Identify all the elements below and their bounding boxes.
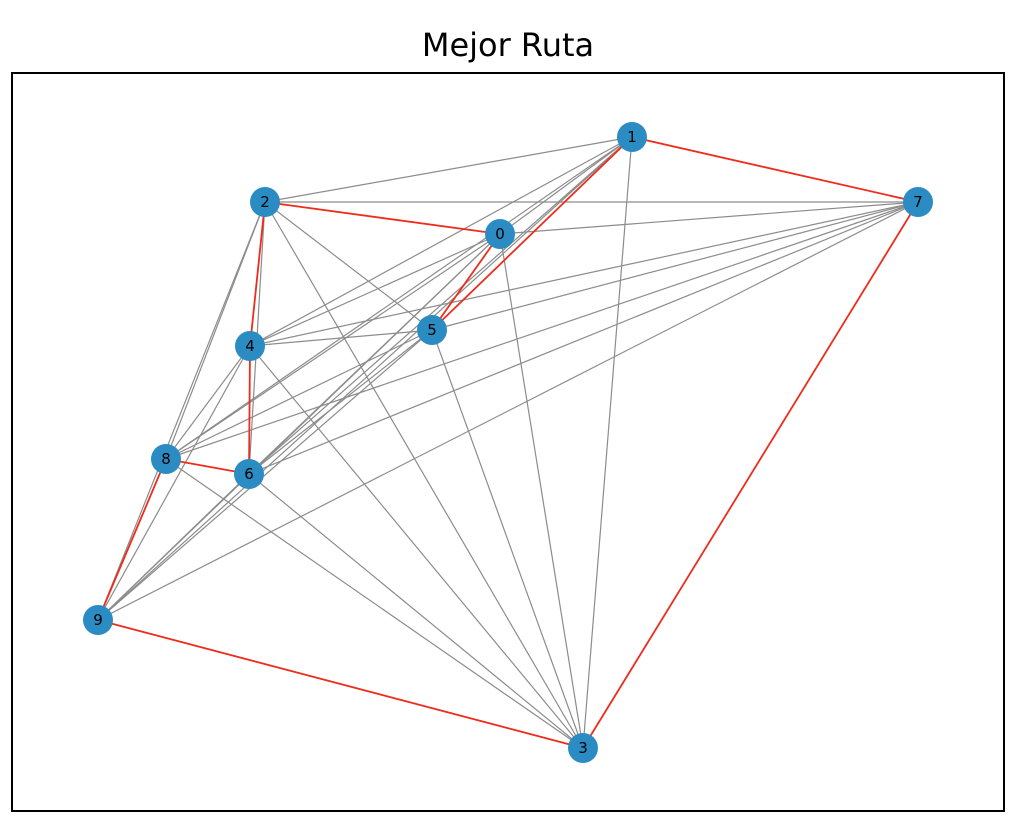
edge-0-7 (499, 201, 919, 235)
route-edge-2-0 (264, 201, 501, 235)
edge-1-9 (97, 136, 633, 621)
edge-7-8 (165, 201, 919, 460)
node-label-9: 9 (93, 611, 103, 629)
node-label-4: 4 (245, 337, 255, 355)
node-circle-6 (234, 459, 264, 489)
route-edge-5-1 (431, 136, 633, 331)
node-4: 4 (235, 331, 265, 361)
edge-4-5 (249, 329, 433, 347)
edge-4-7 (249, 201, 919, 347)
node-6: 6 (234, 459, 264, 489)
node-label-5: 5 (427, 321, 437, 339)
edge-0-3 (499, 233, 584, 749)
node-label-7: 7 (913, 193, 923, 211)
edge-1-2 (264, 136, 633, 203)
edge-3-4 (249, 345, 584, 749)
node-label-8: 8 (161, 450, 171, 468)
node-0: 0 (485, 219, 515, 249)
node-label-2: 2 (260, 193, 270, 211)
node-circle-9 (83, 605, 113, 635)
edge-2-5 (264, 201, 433, 331)
edge-1-8 (165, 136, 633, 460)
edge-3-8 (165, 458, 584, 749)
edge-4-8 (165, 345, 251, 460)
node-circle-2 (250, 187, 280, 217)
plot-frame (11, 72, 1005, 812)
edge-4-9 (97, 345, 251, 621)
route-edge-7-3 (582, 201, 919, 749)
node-circle-7 (903, 187, 933, 217)
node-3: 3 (568, 733, 598, 763)
edge-2-9 (97, 201, 266, 621)
route-edge-3-9 (97, 619, 584, 749)
node-label-1: 1 (627, 128, 637, 146)
node-circle-1 (617, 122, 647, 152)
edge-6-9 (97, 473, 250, 621)
edge-0-1 (499, 136, 633, 235)
edge-0-4 (249, 233, 501, 347)
node-9: 9 (83, 605, 113, 635)
node-circle-3 (568, 733, 598, 763)
route-edge-4-2 (249, 201, 266, 347)
node-1: 1 (617, 122, 647, 152)
nodes-layer: 0 1 2 3 4 5 6 7 8 9 (83, 122, 933, 763)
edge-5-9 (97, 329, 433, 621)
edge-5-8 (165, 329, 433, 460)
node-label-0: 0 (495, 225, 505, 243)
route-edge-9-8 (97, 458, 167, 621)
edge-0-8 (165, 233, 501, 460)
edge-1-3 (582, 136, 633, 749)
edge-3-6 (248, 473, 584, 749)
edge-3-5 (431, 329, 584, 749)
node-7: 7 (903, 187, 933, 217)
node-circle-5 (417, 315, 447, 345)
route-edge-6-4 (248, 345, 251, 475)
edge-6-7 (248, 201, 919, 475)
edge-1-4 (249, 136, 633, 347)
route-edge-1-7 (631, 136, 919, 203)
node-8: 8 (151, 444, 181, 474)
route-edge-0-5 (431, 233, 501, 331)
node-circle-4 (235, 331, 265, 361)
node-circle-0 (485, 219, 515, 249)
node-2: 2 (250, 187, 280, 217)
route-layer (97, 136, 919, 749)
node-circle-8 (151, 444, 181, 474)
node-5: 5 (417, 315, 447, 345)
edge-2-3 (264, 201, 584, 749)
edge-5-7 (431, 201, 919, 331)
figure-title: Mejor Ruta (422, 26, 594, 64)
node-label-6: 6 (244, 465, 254, 483)
edge-7-9 (97, 201, 919, 621)
node-label-3: 3 (578, 739, 588, 757)
edges-layer (97, 136, 919, 749)
edge-5-6 (248, 329, 433, 475)
